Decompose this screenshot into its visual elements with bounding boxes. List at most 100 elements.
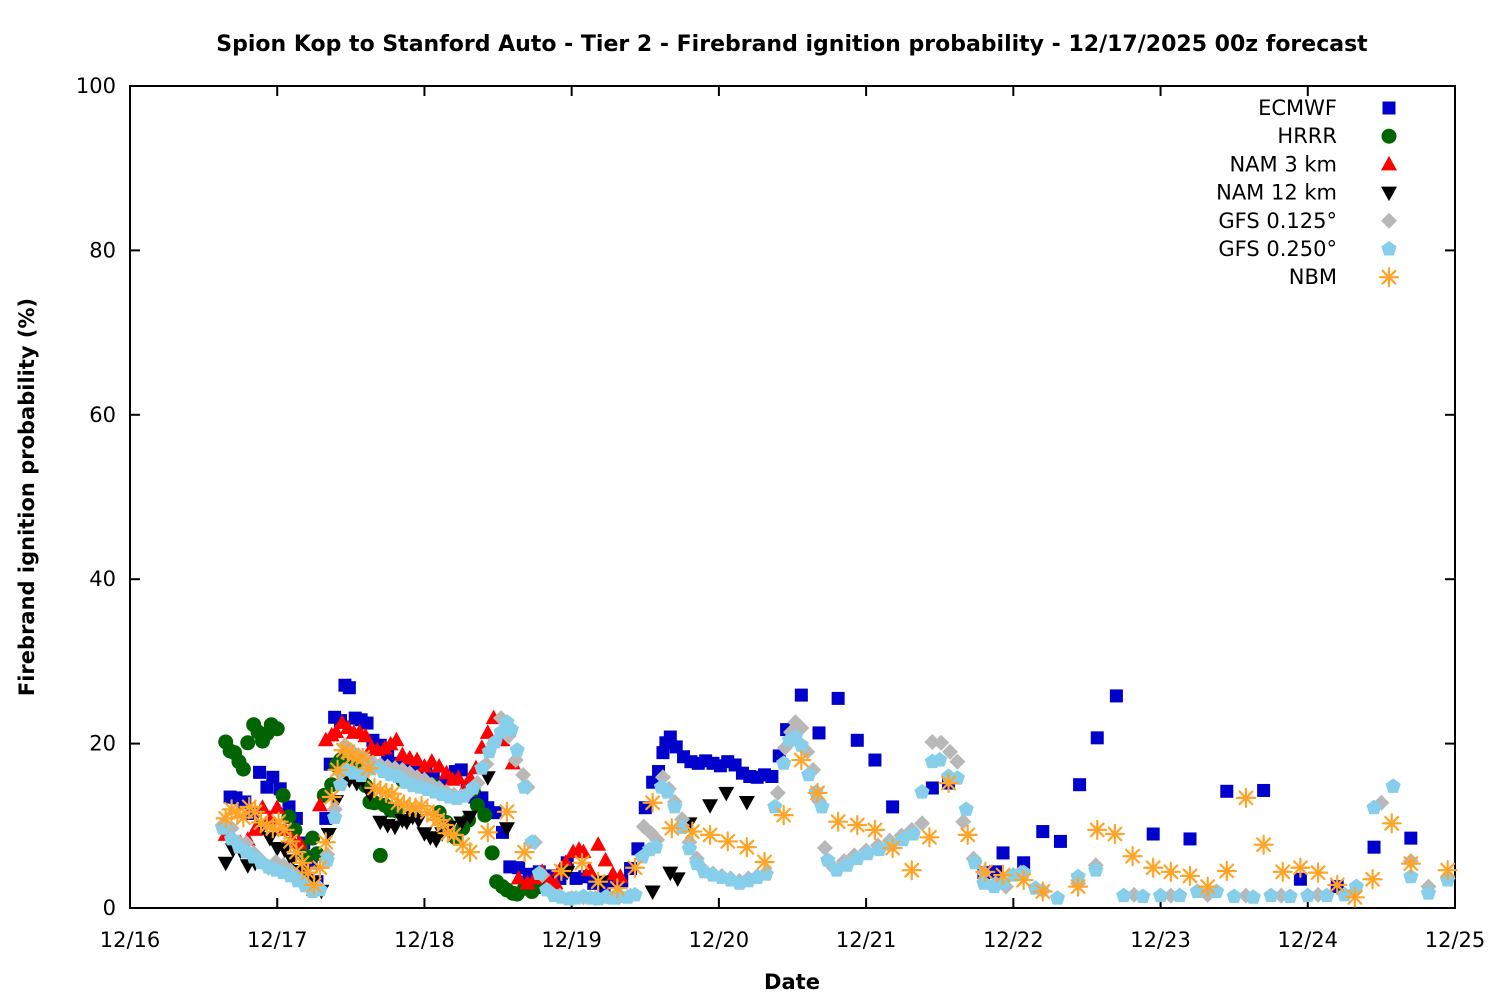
data-point-gfs-0-250 bbox=[1135, 888, 1151, 903]
asterisk-stroke bbox=[1310, 865, 1326, 881]
legend-marker-nbm-icon bbox=[1378, 267, 1400, 288]
chart-title: Spion Kop to Stanford Auto - Tier 2 - Fi… bbox=[216, 32, 1368, 57]
asterisk-stroke bbox=[684, 824, 700, 840]
asterisk-stroke bbox=[294, 855, 310, 871]
data-point-ecmwf bbox=[1109, 689, 1123, 703]
data-point-nbm bbox=[791, 749, 812, 771]
legend-marker-nam-3-km-icon bbox=[1381, 155, 1397, 171]
data-point-nbm bbox=[864, 819, 886, 841]
data-point-ecmwf bbox=[656, 746, 670, 760]
data-point-nam-3-km bbox=[423, 753, 440, 768]
legend-label-nam-12-km: NAM 12 km bbox=[1216, 181, 1337, 205]
data-point-hrrr bbox=[269, 721, 285, 737]
legend-marker-hrrr-icon bbox=[1381, 128, 1397, 144]
data-points-layer bbox=[214, 678, 1458, 908]
data-point-nam-3-km bbox=[575, 843, 592, 859]
x-axis-label: Date bbox=[764, 970, 820, 994]
legend: ECMWF HRRR NAM 3 km NAM 12 km GFS 0.125° GFS … bbox=[1216, 96, 1400, 289]
asterisk-stroke bbox=[1256, 837, 1272, 853]
data-point-gfs-0-250 bbox=[1152, 887, 1169, 903]
asterisk-stroke bbox=[609, 880, 625, 896]
asterisk-stroke bbox=[553, 863, 569, 879]
data-point-nbm bbox=[847, 814, 868, 836]
asterisk-stroke bbox=[645, 795, 661, 811]
asterisk-stroke bbox=[1329, 877, 1345, 893]
data-point-nam-12-km bbox=[662, 866, 679, 882]
data-point-nbm bbox=[992, 865, 1014, 886]
asterisk-stroke bbox=[793, 752, 809, 768]
legend-label-gfs-0-125: GFS 0.125° bbox=[1218, 209, 1337, 233]
data-point-gfs-0-125 bbox=[515, 766, 532, 783]
asterisk-stroke bbox=[330, 762, 346, 778]
data-point-nbm bbox=[551, 860, 572, 882]
data-point-ecmwf bbox=[1183, 832, 1197, 846]
data-point-gfs-0-250 bbox=[647, 839, 664, 854]
asterisk-stroke bbox=[1107, 826, 1123, 842]
data-point-gfs-0-250 bbox=[465, 779, 481, 795]
data-point-nam-3-km bbox=[519, 874, 536, 890]
legend-label-nam-3-km: NAM 3 km bbox=[1229, 152, 1337, 176]
asterisk-stroke bbox=[1125, 848, 1141, 864]
asterisk-stroke bbox=[361, 760, 376, 776]
legend-item-hrrr: HRRR bbox=[1277, 124, 1397, 148]
plot-border bbox=[129, 85, 1456, 909]
data-point-nbm bbox=[459, 842, 481, 863]
data-point-nbm bbox=[1307, 862, 1329, 883]
asterisk-stroke bbox=[253, 815, 269, 830]
data-point-ecmwf bbox=[1090, 731, 1104, 745]
asterisk-stroke bbox=[995, 867, 1011, 883]
data-point-gfs-0-250 bbox=[1226, 888, 1242, 903]
data-point-nbm bbox=[773, 805, 794, 826]
data-point-ecmwf bbox=[886, 800, 900, 814]
plot-frame bbox=[129, 85, 1456, 909]
data-point-nbm bbox=[1344, 887, 1365, 908]
data-point-nbm bbox=[1272, 861, 1293, 882]
data-point-nbm bbox=[588, 871, 609, 892]
data-point-gfs-0-250 bbox=[905, 826, 921, 841]
asterisk-stroke bbox=[590, 874, 606, 890]
y-tick-label: 20 bbox=[89, 732, 116, 756]
asterisk-stroke bbox=[440, 825, 456, 841]
data-point-nbm bbox=[315, 832, 336, 853]
data-point-nbm bbox=[901, 860, 922, 881]
y-tick-label: 100 bbox=[76, 74, 116, 98]
asterisk-stroke bbox=[355, 750, 371, 766]
asterisk-stroke bbox=[384, 786, 400, 802]
data-point-nbm bbox=[245, 801, 266, 822]
data-point-ecmwf bbox=[1146, 827, 1160, 841]
asterisk-stroke bbox=[390, 795, 406, 811]
asterisk-stroke bbox=[867, 822, 883, 838]
data-point-gfs-0-250 bbox=[793, 737, 809, 752]
data-point-nam-12-km bbox=[276, 843, 293, 859]
data-point-nbm bbox=[975, 861, 996, 882]
data-point-nbm bbox=[1216, 860, 1237, 882]
asterisk-stroke bbox=[312, 860, 328, 876]
data-point-nbm bbox=[303, 874, 325, 896]
data-point-nbm bbox=[321, 786, 342, 808]
data-point-nbm bbox=[682, 821, 703, 842]
data-point-nbm bbox=[1013, 869, 1034, 891]
asterisk-stroke bbox=[1384, 815, 1400, 831]
legend-label-ecmwf: ECMWF bbox=[1258, 96, 1337, 120]
legend-item-nbm: NBM bbox=[1289, 265, 1400, 289]
x-tick-label: 12/24 bbox=[1278, 928, 1339, 952]
data-point-hrrr bbox=[305, 830, 321, 846]
data-point-gfs-0-250 bbox=[659, 784, 675, 799]
data-point-nbm bbox=[1160, 861, 1181, 882]
asterisk-stroke bbox=[702, 827, 718, 843]
data-point-gfs-0-250 bbox=[949, 770, 965, 785]
data-point-nbm bbox=[957, 824, 978, 845]
data-point-gfs-0-250 bbox=[820, 852, 836, 867]
data-point-nam-3-km bbox=[431, 758, 448, 773]
data-point-nbm bbox=[717, 831, 738, 852]
data-point-gfs-0-250 bbox=[531, 865, 547, 880]
asterisk-stroke bbox=[1292, 860, 1308, 876]
data-point-gfs-0-125 bbox=[924, 733, 941, 750]
data-point-gfs-0-250 bbox=[1385, 778, 1401, 793]
data-point-nbm bbox=[309, 857, 331, 878]
asterisk-stroke bbox=[664, 820, 680, 836]
data-point-nam-3-km bbox=[357, 727, 374, 743]
asterisk-stroke bbox=[921, 829, 937, 845]
data-point-ecmwf bbox=[1053, 834, 1067, 848]
